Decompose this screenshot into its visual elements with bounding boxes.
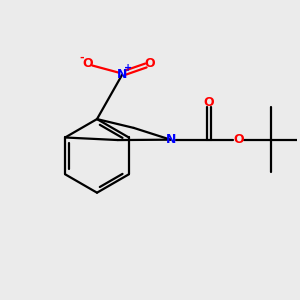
Text: O: O — [233, 133, 244, 146]
Text: O: O — [204, 95, 214, 109]
Text: O: O — [83, 57, 94, 70]
Text: N: N — [165, 133, 176, 146]
Text: -: - — [80, 53, 84, 63]
Text: +: + — [124, 63, 133, 74]
Text: N: N — [117, 68, 127, 81]
Text: O: O — [145, 57, 155, 70]
